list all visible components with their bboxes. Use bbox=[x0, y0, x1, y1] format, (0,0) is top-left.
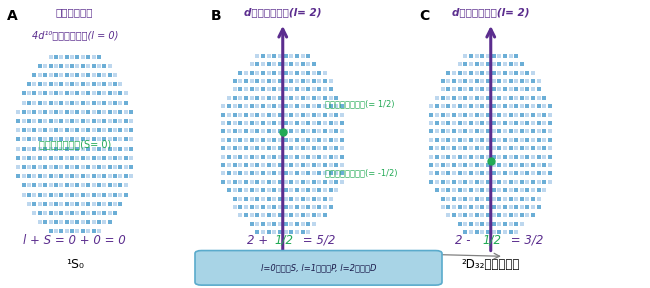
Text: l=0の場合S, l=1の場合P, l=2の場合D: l=0の場合S, l=1の場合P, l=2の場合D bbox=[261, 263, 376, 272]
Text: 2 +: 2 + bbox=[247, 234, 272, 247]
FancyBboxPatch shape bbox=[195, 251, 442, 285]
Text: 4d¹⁰軌道角運動量(l = 0): 4d¹⁰軌道角運動量(l = 0) bbox=[32, 30, 118, 40]
Text: ²D₅₂イオンコア: ²D₅₂イオンコア bbox=[254, 258, 312, 271]
Text: 電子スピンの総和(= -1/2): 電子スピンの総和(= -1/2) bbox=[325, 168, 398, 177]
Text: A: A bbox=[6, 9, 18, 23]
Text: l + S = 0 + 0 = 0: l + S = 0 + 0 = 0 bbox=[23, 234, 126, 247]
Text: = 5/2: = 5/2 bbox=[299, 234, 335, 247]
Text: B: B bbox=[211, 9, 222, 23]
Text: 基底電子状態: 基底電子状態 bbox=[56, 7, 94, 17]
Text: d軌道角運動量(l= 2): d軌道角運動量(l= 2) bbox=[244, 7, 322, 17]
Text: d軌道角運動量(l= 2): d軌道角運動量(l= 2) bbox=[452, 7, 530, 17]
Text: 2 -: 2 - bbox=[455, 234, 474, 247]
Text: ¹S₀: ¹S₀ bbox=[66, 258, 84, 271]
Text: = 3/2: = 3/2 bbox=[507, 234, 543, 247]
Text: 電子スピンの総和(= 1/2): 電子スピンの総和(= 1/2) bbox=[325, 99, 395, 108]
Text: 電子スピン総和(S= 0): 電子スピン総和(S= 0) bbox=[38, 139, 111, 149]
Text: ²D₃₂イオンコア: ²D₃₂イオンコア bbox=[462, 258, 520, 271]
Text: 1/2: 1/2 bbox=[274, 234, 293, 247]
Text: C: C bbox=[419, 9, 430, 23]
Text: 1/2: 1/2 bbox=[482, 234, 501, 247]
